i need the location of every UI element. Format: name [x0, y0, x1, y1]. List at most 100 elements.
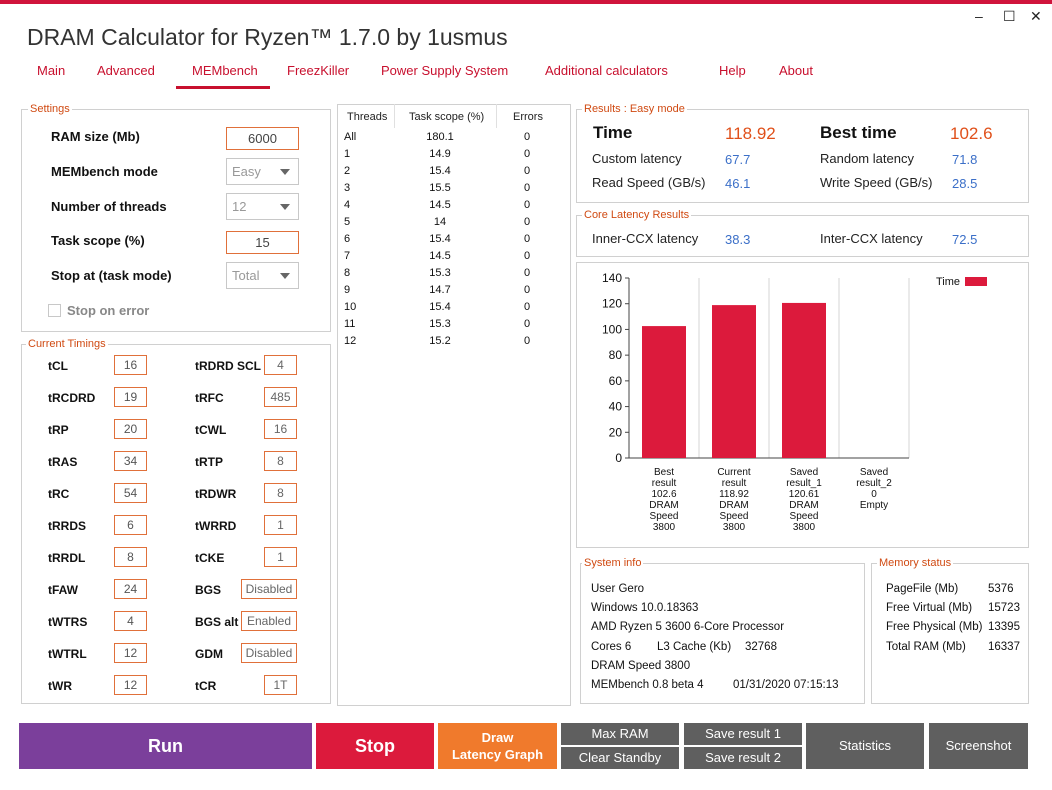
screenshot-button[interactable]: Screenshot: [929, 723, 1028, 769]
nav-about[interactable]: About: [779, 63, 813, 78]
table-cell-errors: 0: [523, 318, 531, 330]
table-cell-thread: 4: [344, 199, 351, 211]
x-category-label: Empty: [860, 500, 888, 511]
timing-label-trdwr: tRDWR: [195, 487, 237, 501]
table-cell-task-scope: 15.4: [429, 165, 451, 177]
membench-mode-value: Easy: [232, 164, 261, 179]
table-cell-errors: 0: [523, 199, 531, 211]
table-cell-thread: 2: [344, 165, 351, 177]
nav-freezkiller[interactable]: FreezKiller: [287, 63, 350, 78]
x-category-label: 0: [871, 489, 877, 500]
max-ram-button[interactable]: Max RAM: [561, 723, 679, 745]
save-result-2-button[interactable]: Save result 2: [684, 747, 802, 769]
table-cell-errors: 0: [523, 301, 531, 313]
inter-ccx-label: Inter-CCX latency: [820, 231, 923, 246]
timing-label-twrrd: tWRRD: [195, 519, 237, 533]
x-category-label: DRAM: [789, 500, 818, 511]
table-cell-errors: 0: [523, 148, 531, 160]
timing-label-bgs-alt: BGS alt: [195, 615, 239, 629]
inter-ccx-value: 72.5: [952, 232, 978, 247]
timing-value-tcl: 16: [114, 355, 147, 375]
timing-label-tfaw: tFAW: [48, 583, 78, 597]
y-tick-label: 20: [609, 425, 623, 439]
table-cell-thread: 8: [344, 267, 351, 279]
nav-main[interactable]: Main: [37, 63, 66, 78]
free-virtual-value: 15723: [988, 602, 1020, 614]
chevron-down-icon: [280, 204, 290, 210]
bar-3: [782, 302, 826, 458]
x-category-label: Saved: [790, 467, 818, 478]
run-button[interactable]: Run: [19, 723, 312, 769]
table-cell-task-scope: 14.7: [429, 284, 451, 296]
x-category-label: result: [652, 478, 677, 489]
write-speed-value: 28.5: [952, 176, 978, 191]
timing-value-tcke: 1: [264, 547, 297, 567]
draw-latency-graph-button[interactable]: Draw Latency Graph: [438, 723, 557, 769]
membench-mode-label: MEMbench mode: [51, 164, 158, 179]
task-scope-input[interactable]: 15: [226, 231, 299, 254]
timing-value-trrdl: 8: [114, 547, 147, 567]
stop-at-select[interactable]: Total: [226, 262, 299, 289]
x-category-label: 118.92: [719, 489, 749, 500]
random-latency-label: Random latency: [820, 151, 914, 166]
timing-value-trrds: 6: [114, 515, 147, 535]
x-category-label: 3800: [793, 522, 816, 533]
close-button[interactable]: ✕: [1030, 8, 1042, 24]
table-cell-errors: 0: [523, 165, 531, 177]
task-scope-label: Task scope (%): [51, 233, 145, 248]
save-result-1-button[interactable]: Save result 1: [684, 723, 802, 745]
minimize-button[interactable]: –: [975, 8, 983, 24]
table-cell-thread: 12: [344, 335, 357, 347]
system-membench-version: MEMbench 0.8 beta 4: [591, 679, 704, 691]
timing-value-trdrd-scl: 4: [264, 355, 297, 375]
ram-size-input[interactable]: 6000: [226, 127, 299, 150]
clear-standby-button[interactable]: Clear Standby: [561, 747, 679, 769]
timing-label-tcl: tCL: [48, 359, 68, 373]
timing-label-bgs: BGS: [195, 583, 222, 597]
timing-label-trp: tRP: [48, 423, 69, 437]
statistics-button[interactable]: Statistics: [806, 723, 924, 769]
timing-value-twtrs: 4: [114, 611, 147, 631]
table-cell-errors: 0: [523, 182, 531, 194]
table-cell-task-scope: 14.5: [429, 250, 451, 262]
y-tick-label: 140: [602, 271, 622, 285]
nav-power-supply[interactable]: Power Supply System: [381, 63, 509, 78]
nav-help[interactable]: Help: [719, 63, 746, 78]
table-cell-task-scope: 14.5: [429, 199, 451, 211]
nav-additional-calculators[interactable]: Additional calculators: [545, 63, 668, 78]
x-category-label: Speed: [720, 511, 749, 522]
x-category-label: 3800: [723, 522, 746, 533]
timing-value-bgs: Disabled: [241, 579, 297, 599]
table-cell-errors: 0: [523, 131, 531, 143]
stop-on-error-label: Stop on error: [67, 303, 150, 318]
timing-value-tcwl: 16: [264, 419, 297, 439]
membench-mode-select[interactable]: Easy: [226, 158, 299, 185]
settings-panel: [21, 109, 331, 332]
stop-on-error-checkbox[interactable]: [48, 304, 61, 317]
total-ram-value: 16337: [988, 641, 1020, 653]
timing-value-trfc: 485: [264, 387, 297, 407]
maximize-button[interactable]: ☐: [1003, 8, 1016, 24]
table-cell-errors: 0: [523, 216, 531, 228]
header-divider: [496, 104, 497, 128]
x-category-label: 120.61: [789, 489, 820, 500]
chevron-down-icon: [280, 273, 290, 279]
timing-label-twr: tWR: [48, 679, 72, 693]
timing-label-trdrd-scl: tRDRD SCL: [195, 359, 261, 373]
stop-button[interactable]: Stop: [316, 723, 434, 769]
threads-select[interactable]: 12: [226, 193, 299, 220]
column-header-task-scope: Task scope (%): [409, 111, 485, 123]
y-tick-label: 0: [615, 451, 622, 465]
timing-value-trcdrd: 19: [114, 387, 147, 407]
x-category-label: Speed: [650, 511, 679, 522]
timing-label-tras: tRAS: [48, 455, 78, 469]
y-tick-label: 120: [602, 297, 622, 311]
x-category-label: result: [722, 478, 747, 489]
timing-value-tcr: 1T: [264, 675, 297, 695]
table-cell-task-scope: 15.4: [429, 233, 451, 245]
write-speed-label: Write Speed (GB/s): [820, 175, 933, 190]
x-category-label: Saved: [860, 467, 888, 478]
timing-value-tras: 34: [114, 451, 147, 471]
nav-membench[interactable]: MEMbench: [192, 63, 258, 78]
nav-advanced[interactable]: Advanced: [97, 63, 155, 78]
